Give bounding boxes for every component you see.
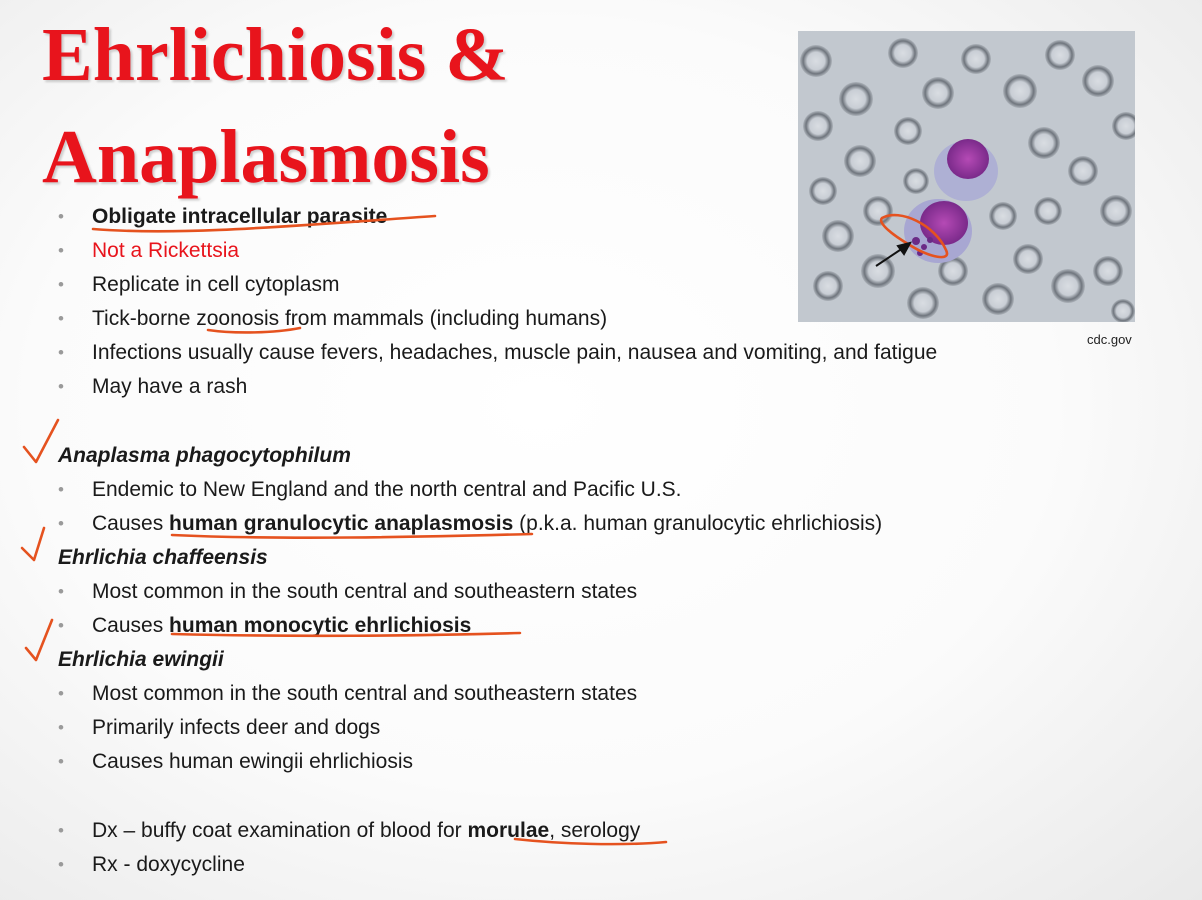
text-segment: Most common in the south central and sou…: [92, 580, 638, 603]
text-segment: Most common in the south central and sou…: [92, 682, 638, 705]
rich-text: Tick-borne zoonosis from mammals (includ…: [92, 306, 607, 332]
text-segment: Not a Rickettsia: [92, 239, 240, 262]
text-segment: Endemic to New England and the north cen…: [92, 478, 682, 501]
text-segment: , serology: [549, 819, 641, 842]
text-segment: Rx - doxycycline: [92, 853, 245, 876]
check-mark-2: [20, 526, 46, 562]
slide-title: Ehrlichiosis & Anaplasmosis: [42, 4, 509, 208]
text-segment: Causes: [92, 512, 170, 535]
text-segment: Dx – buffy coat examination of blood for: [92, 819, 468, 842]
text-segment: Replicate in cell cytoplasm: [92, 273, 340, 296]
text-segment: Infections usually cause fevers, headach…: [92, 341, 938, 364]
monocyte-nucleus: [947, 139, 989, 179]
rich-text: Endemic to New England and the north cen…: [92, 477, 682, 503]
heading-ewingii: Ehrlichia ewingii: [58, 648, 224, 671]
image-credit: cdc.gov: [1087, 332, 1132, 347]
text-segment: human monocytic ehrlichiosis: [169, 614, 472, 637]
rich-text: Causes human ewingii ehrlichiosis: [92, 749, 413, 775]
text-segment: Causes: [92, 614, 170, 637]
title-line-2: Anaplasmosis: [42, 115, 490, 199]
red-blood-cells: [800, 38, 1135, 322]
rich-text: May have a rash: [92, 374, 247, 400]
text-segment: Causes human ewingii ehrlichiosis: [92, 750, 413, 773]
rich-text: Obligate intracellular parasite: [92, 204, 387, 230]
text-segment: May have a rash: [92, 375, 248, 398]
title-line-1: Ehrlichiosis &: [42, 13, 509, 97]
rich-text: Not a Rickettsia: [92, 238, 239, 264]
text-segment: Primarily infects deer and dogs: [92, 716, 381, 739]
rich-text: Infections usually cause fevers, headach…: [92, 340, 937, 366]
rich-text: Causes human monocytic ehrlichiosis: [92, 613, 471, 639]
text-segment: Obligate intracellular parasite: [92, 205, 388, 228]
blood-smear-micrograph: [798, 31, 1135, 322]
rich-text: Causes human granulocytic anaplasmosis (…: [92, 511, 882, 537]
check-mark-1: [22, 418, 60, 464]
rich-text: Most common in the south central and sou…: [92, 579, 637, 605]
rich-text: Most common in the south central and sou…: [92, 681, 637, 707]
text-segment: morulae: [467, 819, 550, 842]
heading-anaplasma: Anaplasma phagocytophilum: [58, 444, 351, 467]
text-segment: Tick-borne zoonosis from mammals (includ…: [92, 307, 608, 330]
text-segment: human granulocytic anaplasmosis: [169, 512, 514, 535]
infected-cell-nucleus: [920, 201, 968, 245]
heading-chaffeensis: Ehrlichia chaffeensis: [58, 546, 268, 569]
rich-text: Primarily infects deer and dogs: [92, 715, 380, 741]
check-mark-3: [24, 618, 54, 662]
rich-text: Rx - doxycycline: [92, 852, 245, 878]
micrograph-image: [798, 31, 1135, 322]
rich-text: Replicate in cell cytoplasm: [92, 272, 339, 298]
text-segment: (p.k.a. human granulocytic ehrlichiosis): [513, 512, 883, 535]
rich-text: Dx – buffy coat examination of blood for…: [92, 818, 640, 844]
